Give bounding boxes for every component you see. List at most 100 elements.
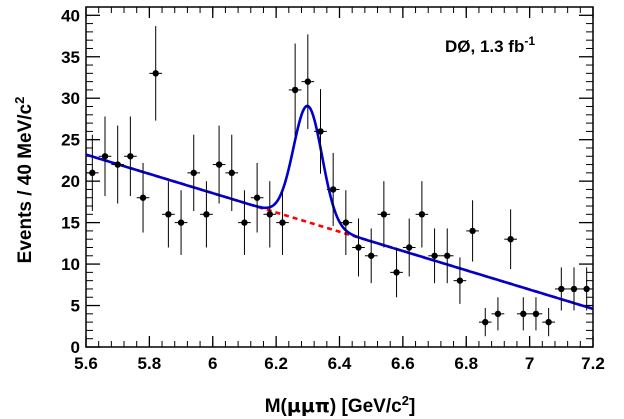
data-marker	[583, 285, 590, 293]
y-tick-label: 20	[61, 172, 80, 191]
data-marker	[507, 235, 514, 243]
data-point	[390, 247, 403, 298]
data-point	[529, 297, 543, 331]
data-marker	[532, 310, 540, 318]
data-point	[567, 267, 581, 311]
data-point	[98, 116, 112, 197]
y-tick-label: 0	[71, 338, 80, 357]
data-marker	[494, 310, 502, 318]
y-tick-label: 15	[61, 214, 80, 233]
data-marker	[570, 285, 578, 293]
data-marker	[355, 244, 362, 251]
data-marker	[431, 252, 438, 259]
data-point	[542, 308, 555, 337]
x-tick-labels: 5.6 5.8 6 6.2 6.4 6.6 6.8 7 7.2	[74, 354, 605, 373]
y-tick-label: 30	[61, 89, 80, 108]
data-point	[124, 116, 137, 197]
data-point	[352, 218, 365, 277]
data-point	[478, 308, 492, 337]
x-tick-label: 6.6	[391, 354, 415, 373]
x-tick-label: 7	[525, 354, 534, 373]
data-point	[491, 297, 505, 331]
x-tick-label: 5.6	[74, 354, 98, 373]
data-marker	[165, 211, 172, 218]
data-marker	[253, 194, 261, 201]
data-marker	[152, 70, 159, 77]
data-marker	[279, 219, 286, 226]
data-point	[466, 200, 479, 262]
y-tick-label: 25	[61, 131, 80, 150]
x-tick-label: 6.2	[264, 354, 288, 373]
data-point	[314, 89, 327, 174]
data-marker	[215, 161, 223, 168]
data-marker	[190, 169, 197, 177]
data-points	[86, 26, 593, 337]
x-tick-label: 7.2	[581, 354, 605, 373]
data-marker	[139, 194, 147, 201]
data-marker	[291, 86, 299, 94]
data-point	[250, 162, 264, 233]
data-marker	[469, 227, 476, 235]
data-marker	[406, 244, 413, 251]
data-marker	[380, 211, 388, 218]
data-marker	[228, 169, 235, 177]
y-tick-labels: 0 5 10 15 20 25 30 35 40	[61, 6, 80, 357]
data-marker	[342, 219, 350, 226]
data-point	[326, 152, 340, 226]
data-point	[288, 43, 302, 137]
y-tick-label: 40	[61, 6, 80, 25]
data-point	[554, 267, 568, 311]
data-point	[276, 190, 289, 255]
data-marker	[304, 78, 312, 85]
data-point	[187, 134, 201, 211]
data-point	[111, 125, 125, 204]
data-point	[428, 228, 441, 284]
data-marker	[317, 128, 324, 135]
data-marker	[545, 318, 552, 326]
data-marker	[482, 318, 489, 326]
data-point	[174, 190, 188, 255]
data-marker	[203, 211, 210, 218]
data-point	[377, 181, 391, 248]
data-point	[415, 181, 429, 248]
data-point	[86, 134, 99, 211]
data-point	[225, 134, 239, 211]
x-axis-title: M(μμπ) [GeV/c2]	[265, 393, 416, 417]
data-marker	[444, 252, 451, 259]
data-marker	[558, 285, 565, 293]
x-tick-label: 6	[208, 354, 217, 373]
total-fit-curve	[85, 104, 594, 311]
data-point	[200, 181, 213, 248]
y-tick-label: 5	[71, 297, 80, 316]
data-point	[263, 181, 277, 248]
data-point	[364, 228, 378, 284]
data-marker	[456, 277, 464, 284]
data-marker	[101, 153, 109, 160]
y-tick-label: 10	[61, 255, 80, 274]
data-point	[402, 218, 416, 277]
data-marker	[329, 186, 337, 193]
data-marker	[114, 161, 121, 168]
data-point	[453, 257, 467, 304]
data-marker	[89, 169, 96, 177]
data-point	[516, 297, 530, 331]
y-tick-label: 35	[61, 48, 80, 67]
data-point	[162, 181, 175, 248]
data-marker	[520, 310, 527, 318]
x-tick-label: 5.8	[138, 354, 162, 373]
data-point	[238, 190, 251, 255]
y-axis-title: Events / 40 MeV/c2	[12, 97, 36, 264]
x-tick-label: 6.4	[328, 354, 352, 373]
data-marker	[266, 211, 273, 218]
data-point	[440, 228, 454, 284]
data-point	[212, 125, 226, 204]
data-point	[339, 190, 353, 255]
axis-ticks	[85, 6, 594, 348]
data-marker	[127, 153, 134, 160]
data-marker	[418, 211, 426, 218]
data-point	[504, 209, 517, 270]
data-point	[136, 162, 150, 233]
data-point	[301, 34, 315, 129]
data-point	[149, 26, 163, 121]
